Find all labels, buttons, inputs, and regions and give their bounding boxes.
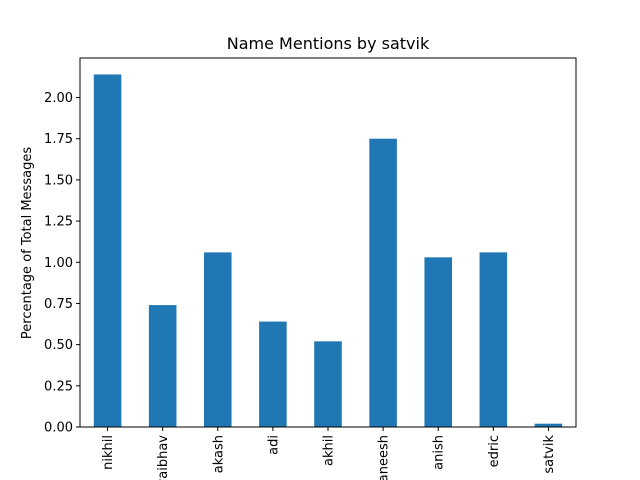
- bars-group: [93, 74, 563, 428]
- y-tick-label: 1.75: [44, 132, 73, 147]
- x-tick-label: nikhil: [101, 435, 116, 470]
- bar-adi: [259, 321, 287, 427]
- y-tick-label: 0.50: [44, 338, 73, 353]
- x-axis-ticks: nikhil vaibhav akash adi akhil aneesh anish edr…: [101, 427, 557, 480]
- y-axis-label: Percentage of Total Messages: [20, 147, 35, 339]
- x-tick-label: edric: [487, 435, 502, 467]
- y-tick-label: 0.00: [44, 421, 73, 436]
- x-tick-label: vaibhav: [156, 435, 171, 480]
- bar-edric: [479, 252, 508, 427]
- bar-aneesh: [369, 138, 397, 427]
- y-tick-label: 0.25: [44, 379, 73, 394]
- bar-anish: [424, 257, 452, 427]
- x-tick-label: adi: [266, 435, 281, 455]
- x-tick-label: akash: [211, 435, 226, 473]
- y-tick-label: 0.75: [44, 297, 73, 312]
- bar-akhil: [314, 341, 342, 427]
- x-tick-label: akhil: [322, 435, 337, 466]
- y-tick-label: 1.00: [44, 256, 73, 271]
- bar-satvik: [534, 423, 563, 427]
- y-axis-ticks: 0.00 0.25 0.50 0.75 1.00 1.25 1.50 1.75 2.00: [44, 91, 80, 436]
- y-tick-label: 2.00: [44, 91, 73, 106]
- bar-vaibhav: [148, 305, 177, 427]
- bar-akash: [204, 252, 232, 427]
- y-tick-label: 1.50: [44, 173, 73, 188]
- bar-nikhil: [93, 74, 122, 428]
- chart-title: Name Mentions by satvik: [227, 34, 430, 53]
- x-tick-label: anish: [432, 435, 447, 470]
- y-tick-label: 1.25: [44, 215, 73, 230]
- x-tick-label: aneesh: [377, 435, 392, 480]
- x-tick-label: satvik: [542, 435, 557, 474]
- plot-frame: [79, 57, 577, 428]
